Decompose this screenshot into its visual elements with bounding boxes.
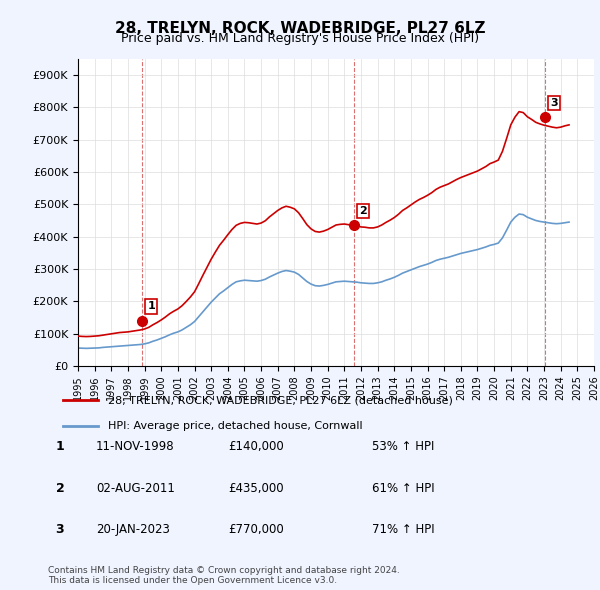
- Text: 2: 2: [359, 206, 367, 216]
- Text: £770,000: £770,000: [228, 523, 284, 536]
- Text: Contains HM Land Registry data © Crown copyright and database right 2024.
This d: Contains HM Land Registry data © Crown c…: [48, 566, 400, 585]
- Text: 71% ↑ HPI: 71% ↑ HPI: [372, 523, 434, 536]
- Text: 20-JAN-2023: 20-JAN-2023: [96, 523, 170, 536]
- Text: 02-AUG-2011: 02-AUG-2011: [96, 481, 175, 495]
- Text: 61% ↑ HPI: 61% ↑ HPI: [372, 481, 434, 495]
- Text: 28, TRELYN, ROCK, WADEBRIDGE, PL27 6LZ: 28, TRELYN, ROCK, WADEBRIDGE, PL27 6LZ: [115, 21, 485, 35]
- Text: £140,000: £140,000: [228, 440, 284, 454]
- Text: 3: 3: [56, 523, 64, 536]
- Text: HPI: Average price, detached house, Cornwall: HPI: Average price, detached house, Corn…: [109, 421, 363, 431]
- Text: 28, TRELYN, ROCK, WADEBRIDGE, PL27 6LZ (detached house): 28, TRELYN, ROCK, WADEBRIDGE, PL27 6LZ (…: [109, 395, 454, 405]
- Text: 11-NOV-1998: 11-NOV-1998: [96, 440, 175, 454]
- Text: 3: 3: [550, 98, 557, 108]
- Text: 1: 1: [148, 301, 155, 312]
- Text: 53% ↑ HPI: 53% ↑ HPI: [372, 440, 434, 454]
- Text: 2: 2: [56, 481, 64, 495]
- Text: Price paid vs. HM Land Registry's House Price Index (HPI): Price paid vs. HM Land Registry's House …: [121, 32, 479, 45]
- Text: 1: 1: [56, 440, 64, 454]
- Text: £435,000: £435,000: [228, 481, 284, 495]
